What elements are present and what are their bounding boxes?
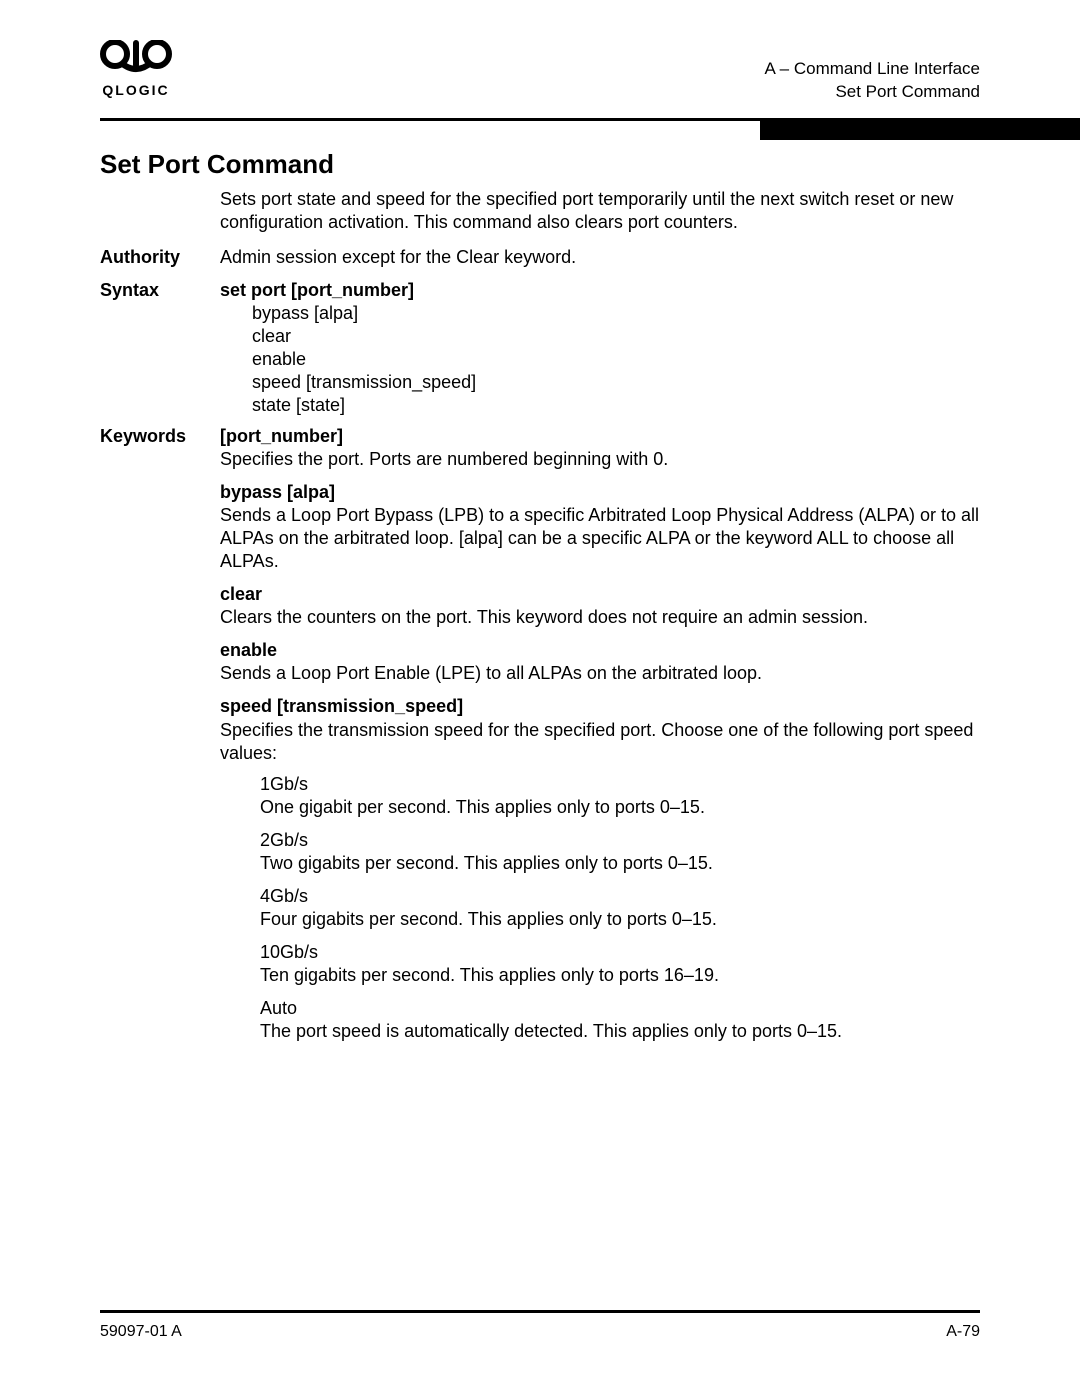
- speed-value-item: 4Gb/s Four gigabits per second. This app…: [260, 885, 980, 931]
- authority-row: Authority Admin session except for the C…: [100, 246, 980, 269]
- syntax-arg: enable: [252, 348, 980, 371]
- speed-name: 4Gb/s: [260, 885, 980, 908]
- footer-left: 59097-01 A: [100, 1323, 182, 1341]
- page-title: Set Port Command: [100, 149, 980, 180]
- keyword-desc: Specifies the port. Ports are numbered b…: [220, 448, 980, 471]
- keyword-desc: Clears the counters on the port. This ke…: [220, 606, 980, 629]
- keywords-body: [port_number] Specifies the port. Ports …: [220, 425, 980, 1053]
- keyword-title: clear: [220, 583, 980, 606]
- keyword-title: enable: [220, 639, 980, 662]
- keyword-title: bypass [alpa]: [220, 481, 980, 504]
- speed-value-item: 10Gb/s Ten gigabits per second. This app…: [260, 941, 980, 987]
- authority-label: Authority: [100, 246, 220, 268]
- keyword-title: speed [transmission_speed]: [220, 695, 980, 718]
- syntax-row: Syntax set port [port_number] bypass [al…: [100, 279, 980, 417]
- authority-text: Admin session except for the Clear keywo…: [220, 246, 980, 269]
- logo-text: QLOGIC: [102, 82, 169, 98]
- page-footer: 59097-01 A A-79: [100, 1310, 980, 1341]
- speed-desc: The port speed is automatically detected…: [260, 1020, 980, 1043]
- syntax-body: set port [port_number] bypass [alpa] cle…: [220, 279, 980, 417]
- speed-name: Auto: [260, 997, 980, 1020]
- keyword-item: bypass [alpa] Sends a Loop Port Bypass (…: [220, 481, 980, 573]
- syntax-arg: speed [transmission_speed]: [252, 371, 980, 394]
- header-line-1: A – Command Line Interface: [765, 58, 980, 81]
- syntax-args: bypass [alpa] clear enable speed [transm…: [252, 302, 980, 417]
- syntax-arg: bypass [alpa]: [252, 302, 980, 325]
- syntax-label: Syntax: [100, 279, 220, 301]
- header-line-2: Set Port Command: [765, 81, 980, 104]
- keyword-item: enable Sends a Loop Port Enable (LPE) to…: [220, 639, 980, 685]
- keyword-desc: Sends a Loop Port Enable (LPE) to all AL…: [220, 662, 980, 685]
- footer-rule: [100, 1310, 980, 1313]
- page: QLOGIC A – Command Line Interface Set Po…: [0, 0, 1080, 1397]
- keyword-desc: Sends a Loop Port Bypass (LPB) to a spec…: [220, 504, 980, 573]
- page-header: QLOGIC A – Command Line Interface Set Po…: [100, 40, 980, 112]
- keyword-item: clear Clears the counters on the port. T…: [220, 583, 980, 629]
- content: Set Port Command Sets port state and spe…: [100, 149, 980, 1053]
- header-black-tab: [760, 118, 1080, 140]
- speed-name: 10Gb/s: [260, 941, 980, 964]
- speed-desc: Ten gigabits per second. This applies on…: [260, 964, 980, 987]
- syntax-arg: state [state]: [252, 394, 980, 417]
- logo: QLOGIC: [100, 40, 172, 98]
- speed-value-item: Auto The port speed is automatically det…: [260, 997, 980, 1043]
- intro-text: Sets port state and speed for the specif…: [220, 188, 980, 234]
- speed-desc: One gigabit per second. This applies onl…: [260, 796, 980, 819]
- header-breadcrumb: A – Command Line Interface Set Port Comm…: [765, 40, 980, 104]
- keyword-item: speed [transmission_speed] Specifies the…: [220, 695, 980, 764]
- speed-desc: Two gigabits per second. This applies on…: [260, 852, 980, 875]
- speed-value-item: 2Gb/s Two gigabits per second. This appl…: [260, 829, 980, 875]
- keywords-row: Keywords [port_number] Specifies the por…: [100, 425, 980, 1053]
- syntax-arg: clear: [252, 325, 980, 348]
- syntax-head: set port [port_number]: [220, 279, 980, 302]
- footer-row: 59097-01 A A-79: [100, 1323, 980, 1341]
- qlogic-logo-icon: [100, 40, 172, 80]
- speed-values-list: 1Gb/s One gigabit per second. This appli…: [260, 773, 980, 1043]
- keywords-label: Keywords: [100, 425, 220, 447]
- speed-name: 2Gb/s: [260, 829, 980, 852]
- speed-desc: Four gigabits per second. This applies o…: [260, 908, 980, 931]
- speed-value-item: 1Gb/s One gigabit per second. This appli…: [260, 773, 980, 819]
- speed-name: 1Gb/s: [260, 773, 980, 796]
- footer-right: A-79: [946, 1323, 980, 1341]
- keyword-desc: Specifies the transmission speed for the…: [220, 719, 980, 765]
- keyword-item: [port_number] Specifies the port. Ports …: [220, 425, 980, 471]
- keyword-title: [port_number]: [220, 425, 980, 448]
- header-rule-wrap: [100, 118, 980, 121]
